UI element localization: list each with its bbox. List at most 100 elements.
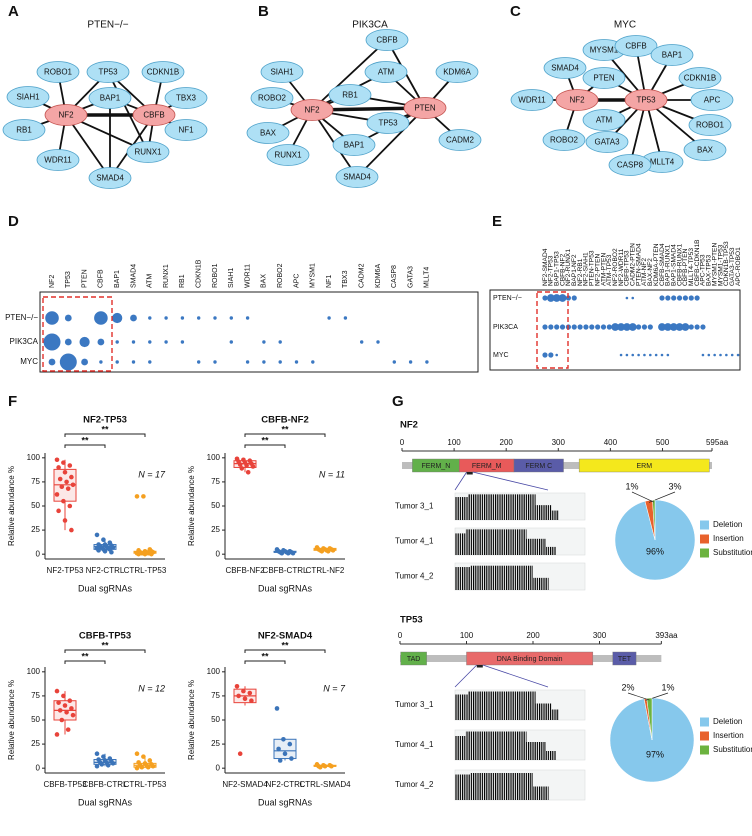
node-label: RUNX1: [274, 151, 302, 160]
pie-value-label: 2%: [621, 682, 634, 692]
y-tick-label: 0: [216, 763, 221, 772]
node-label: SMAD4: [551, 64, 579, 73]
coverage-track: [526, 538, 546, 555]
dot: [392, 360, 396, 364]
dot: [112, 312, 123, 324]
point: [241, 688, 246, 694]
node-label: PTEN: [414, 104, 436, 113]
node-label: SIAH1: [16, 93, 40, 102]
point: [109, 549, 114, 555]
highlight-box: [42, 296, 113, 372]
dot: [542, 295, 548, 301]
dot: [619, 353, 623, 357]
significance-label: **: [261, 651, 269, 661]
dot: [180, 316, 185, 320]
dot: [197, 316, 201, 320]
dot: [600, 324, 607, 330]
dot: [45, 311, 59, 325]
column-label: CDKN1B: [196, 259, 203, 288]
node-label: ATM: [378, 68, 395, 77]
point: [247, 690, 253, 696]
column-label: NF2-RB1: [577, 258, 584, 286]
point: [237, 751, 243, 757]
y-tick-label: 50: [31, 715, 40, 724]
column-label: ATM-PTEN: [600, 253, 607, 286]
category-label: CBFB-CTRL: [263, 566, 308, 575]
legend-swatch: [700, 745, 709, 755]
coverage-track: [455, 736, 466, 760]
legend-label: Deletion: [713, 717, 742, 726]
point: [56, 508, 61, 514]
network-node: [690, 89, 734, 111]
dot: [659, 295, 665, 301]
significance-bracket: [64, 660, 106, 664]
column-label: BAP1-NF2: [571, 254, 578, 286]
pie-slice: [646, 697, 653, 741]
column-label: MYSM1-TP53: [717, 244, 724, 286]
point: [62, 469, 68, 475]
node-label: ROBO2: [258, 94, 287, 103]
column-label: BAP1-RUNX1: [665, 244, 672, 286]
network-node: [6, 86, 50, 108]
node-label: WDR11: [44, 156, 72, 165]
point: [236, 693, 241, 699]
domain-label: FERM_M: [472, 463, 502, 470]
category-label: CTRL-NF2: [306, 566, 345, 575]
dot: [542, 324, 548, 330]
dot: [130, 314, 137, 322]
network-node: [585, 131, 629, 153]
domain: [612, 651, 637, 666]
dot: [623, 323, 631, 331]
node-label: ROBO1: [696, 121, 725, 130]
legend-swatch: [700, 520, 709, 530]
column-label: TBX3: [342, 270, 349, 288]
point: [56, 465, 61, 470]
dot: [245, 316, 250, 320]
row-label: MYC: [20, 357, 38, 366]
dot: [43, 333, 61, 351]
plot-title: CBFB-TP53: [79, 631, 131, 642]
x-axis-label: Dual sgRNAs: [258, 797, 313, 807]
column-label: NF2-SIAH1: [583, 252, 590, 286]
node-label: SIAH1: [270, 68, 294, 77]
point: [134, 751, 140, 757]
column-label: CDKN1B-TP53: [723, 241, 730, 286]
zoom-lines: [454, 471, 549, 491]
dot: [148, 360, 152, 364]
dot: [245, 360, 250, 364]
column-label: ROBO2: [277, 263, 284, 288]
column-label: CBFB-RUNX1: [676, 244, 683, 286]
dot: [554, 324, 560, 330]
domain: [578, 458, 710, 473]
network-node: [435, 61, 479, 83]
x-axis-label: Dual sgRNAs: [78, 583, 133, 593]
dot: [180, 340, 185, 344]
coverage-track: [551, 510, 559, 520]
domain: [513, 458, 564, 473]
dot: [148, 316, 152, 320]
dot: [649, 353, 652, 357]
column-label: CADM2: [359, 263, 366, 288]
column-label: NF2-RUNX1: [565, 249, 572, 286]
dot: [660, 353, 664, 357]
x-tick-label: 500: [656, 438, 670, 447]
dot: [707, 353, 711, 357]
domain: [466, 651, 594, 666]
point: [101, 754, 106, 759]
node-label: CBFB: [143, 111, 164, 120]
point: [289, 756, 294, 761]
x-tick-label: 200: [500, 438, 514, 447]
dot: [278, 360, 282, 364]
network-node: [335, 166, 379, 188]
point: [150, 763, 156, 769]
point: [57, 476, 63, 482]
node-label: CDKN1B: [147, 68, 179, 77]
category-label: NF2-TP53: [47, 566, 84, 575]
column-label: ATM: [147, 274, 154, 288]
dot: [628, 323, 637, 331]
zoom-lines: [454, 664, 549, 688]
point: [54, 688, 60, 694]
column-label: PTEN-TP53: [589, 250, 596, 286]
dot: [701, 353, 705, 357]
